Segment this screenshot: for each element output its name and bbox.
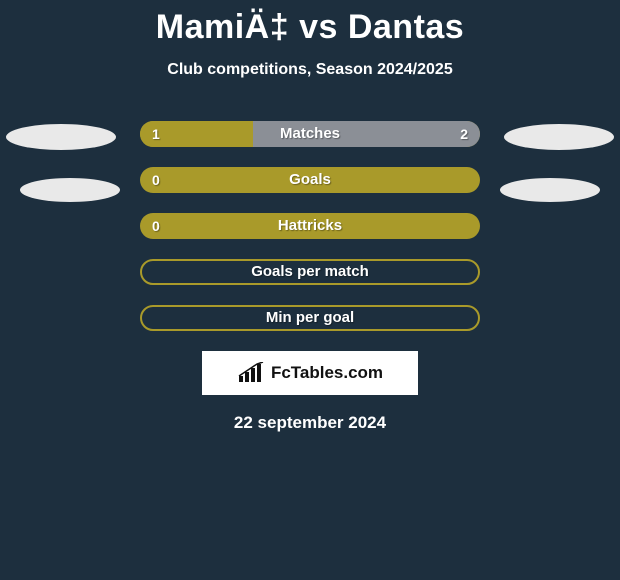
branding-text: FcTables.com: [271, 363, 383, 383]
chart-icon: [237, 362, 267, 384]
stat-bar-bg: [140, 167, 480, 193]
avatar-placeholder: [20, 178, 120, 202]
stat-bar-bg: [140, 213, 480, 239]
branding-box: FcTables.com: [202, 351, 418, 395]
page-subtitle: Club competitions, Season 2024/2025: [0, 61, 620, 79]
footer-date: 22 september 2024: [0, 413, 620, 433]
stat-bar-right: [253, 121, 480, 147]
stat-bar-left: [140, 121, 253, 147]
comparison-card: MamiÄ‡ vs Dantas Club competitions, Seas…: [0, 0, 620, 580]
stat-row: Hattricks0: [140, 213, 480, 239]
stat-row: Min per goal: [140, 305, 480, 331]
stat-bar-bg: [140, 259, 480, 285]
page-title: MamiÄ‡ vs Dantas: [0, 0, 620, 47]
stats-rows: Matches12 Goals0 Hattricks0 Goals per match…: [0, 121, 620, 331]
stat-row: Goals per match: [140, 259, 480, 285]
avatar-placeholder: [504, 124, 614, 150]
stat-row: Matches12: [140, 121, 480, 147]
stat-bar-bg: [140, 305, 480, 331]
avatar-placeholder: [500, 178, 600, 202]
stat-bar-bg: [140, 121, 480, 147]
avatar-placeholder: [6, 124, 116, 150]
stat-row: Goals0: [140, 167, 480, 193]
